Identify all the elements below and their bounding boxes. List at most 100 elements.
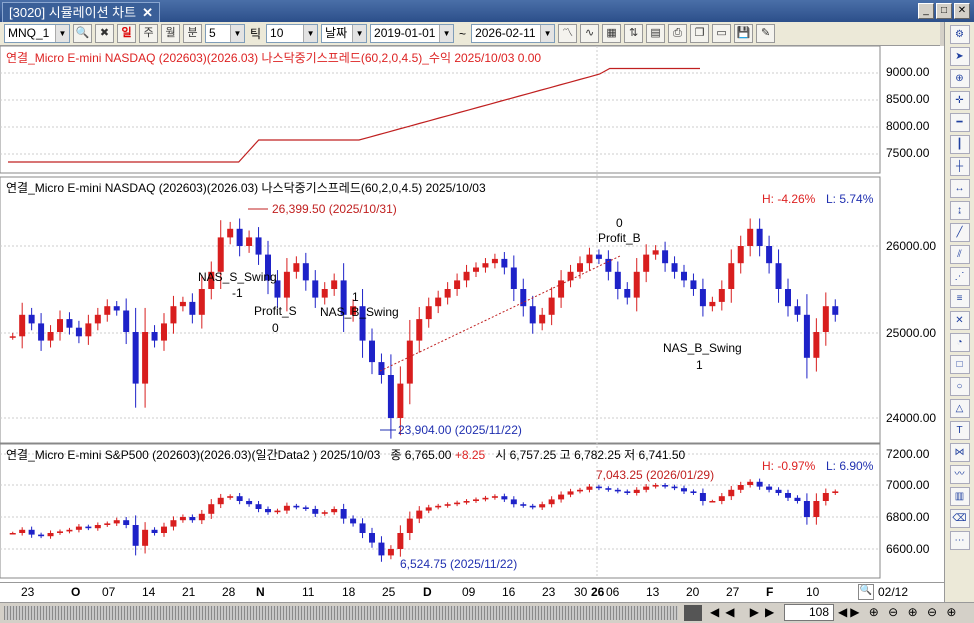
nq-candle <box>832 306 839 315</box>
close-icon[interactable]: ✕ <box>954 3 970 19</box>
nq-candle <box>822 306 829 332</box>
nq-candle <box>161 323 167 341</box>
x-axis-label: 10 <box>806 585 820 599</box>
tick-select[interactable]: 10 ▼ <box>266 24 319 43</box>
date-mode-select[interactable]: 날짜 ▼ <box>321 24 368 43</box>
sp-candle <box>718 496 725 501</box>
sp-candle <box>614 489 621 492</box>
grid-icon[interactable]: ▦ <box>602 24 622 43</box>
panel1-tick: 9000.00 <box>886 65 930 79</box>
sp-candle <box>161 526 167 533</box>
vertical-line-icon[interactable]: ┃ <box>949 135 970 154</box>
cycle-icon[interactable]: ◔ <box>949 333 970 352</box>
horizontal-line-icon[interactable]: ━ <box>949 113 970 132</box>
minute-select[interactable]: 5 ▼ <box>205 24 245 43</box>
nq-candle <box>321 289 328 298</box>
panel3-frame <box>0 443 881 579</box>
scroll-thumb[interactable] <box>684 605 702 621</box>
zoom-icon[interactable]: ⊕ <box>949 69 970 88</box>
settings-icon[interactable]: ⚙ <box>949 25 970 44</box>
zoom-controls[interactable]: ◀▶ ⊕ ⊖ ⊕ ⊖ ⊕ <box>838 605 960 619</box>
nq-candle <box>274 280 281 298</box>
start-date-field[interactable]: 2019-01-01 ▼ <box>370 24 455 43</box>
sp-candle <box>633 489 640 493</box>
sp-candle <box>775 489 782 493</box>
sp-candle <box>709 501 716 503</box>
close-tab-icon[interactable]: ✕ <box>142 5 153 20</box>
x-axis-label: 30 <box>574 585 588 599</box>
period-minute-button[interactable]: 분 <box>183 24 202 43</box>
window-tab[interactable]: [3020] 시뮬레이션 차트 ✕ <box>2 2 160 22</box>
trendline-icon[interactable]: ╱ <box>949 223 970 242</box>
fan-icon[interactable]: ⋰ <box>949 267 970 286</box>
remove-icon[interactable]: ✖ <box>95 24 114 43</box>
nq-candle <box>558 280 565 298</box>
fibonacci-icon[interactable]: ≡ <box>949 289 970 308</box>
crosshair-icon[interactable]: ✛ <box>949 91 970 110</box>
sp-candle <box>369 533 375 543</box>
sp-candle <box>558 494 565 500</box>
maximize-icon[interactable]: □ <box>936 3 952 19</box>
more-tools-icon[interactable]: ⋯ <box>949 531 970 550</box>
copy-icon[interactable]: ❐ <box>690 24 710 43</box>
minimize-icon[interactable]: _ <box>918 3 934 19</box>
sp-candle <box>302 507 309 509</box>
panel2-low-pct: L: 5.74% <box>826 192 874 206</box>
delete-drawing-icon[interactable]: ⌫ <box>949 509 970 528</box>
sp-candle <box>75 526 82 530</box>
nq-candle <box>406 340 413 384</box>
nq-candle <box>293 263 300 272</box>
nav-buttons[interactable]: ◀◀ ▶▶ <box>710 605 781 619</box>
sp-candle <box>38 534 45 537</box>
period-month-button[interactable]: 월 <box>161 24 180 43</box>
search-icon[interactable]: 🔍 <box>73 24 92 43</box>
channel-icon[interactable]: ⫽ <box>949 245 970 264</box>
arrow-line-icon[interactable]: ↔ <box>949 179 970 198</box>
nq-candle <box>785 289 791 307</box>
triangle-icon[interactable]: △ <box>949 399 970 418</box>
period-day-button[interactable]: 일 <box>117 24 136 43</box>
mini-history-bar[interactable] <box>4 606 678 620</box>
chart-area[interactable]: 9000.00 8500.00 8000.00 7500.00 26000.00 2500… <box>0 45 944 582</box>
x-axis-label: 13 <box>646 585 660 599</box>
nas-b2-count: 1 <box>696 358 703 372</box>
cross-line-icon[interactable]: ┼ <box>949 157 970 176</box>
print-icon[interactable]: ⎙ <box>668 24 688 43</box>
wave-icon[interactable]: 〰 <box>949 465 970 484</box>
nq-candle <box>813 332 820 358</box>
gann-icon[interactable]: ✕ <box>949 311 970 330</box>
nas-b2-label: NAS_B_Swing <box>663 341 742 355</box>
profit-s-count: 0 <box>272 321 279 335</box>
sp-candle <box>104 523 111 525</box>
window-icon[interactable]: ▭ <box>712 24 732 43</box>
symbol-select[interactable]: MNQ_1 ▼ <box>4 24 70 43</box>
sp-candle <box>785 493 791 498</box>
end-date-field[interactable]: 2026-02-11 ▼ <box>471 24 556 43</box>
grid-lines-icon[interactable]: ▥ <box>949 487 970 506</box>
document-icon[interactable]: ▤ <box>646 24 666 43</box>
nq-candle <box>605 258 612 272</box>
bar-count-field[interactable]: 108 <box>784 604 834 621</box>
nq-candle <box>718 289 725 302</box>
save-icon[interactable]: 💾 <box>734 24 754 43</box>
edit-icon[interactable]: ✎ <box>756 24 776 43</box>
pointer-icon[interactable]: ➤ <box>949 47 970 66</box>
text-icon[interactable]: T <box>949 421 970 440</box>
x-axis-label: 25 <box>382 585 396 599</box>
indicator-icon[interactable]: 〽 <box>558 24 578 43</box>
line-chart-icon[interactable]: ∿ <box>580 24 600 43</box>
pattern-icon[interactable]: ⋈ <box>949 443 970 462</box>
measure-icon[interactable]: ↨ <box>949 201 970 220</box>
nq-candle <box>444 289 451 298</box>
panel1-title: 연결_Micro E-mini NASDAQ (202603)(2026.03)… <box>6 51 542 65</box>
sp-candle <box>28 529 35 535</box>
zoom-search-icon[interactable]: 🔍 <box>858 584 874 600</box>
rectangle-icon[interactable]: □ <box>949 355 970 374</box>
nq-candle <box>246 237 253 246</box>
nq-candle <box>302 263 309 281</box>
ellipse-icon[interactable]: ○ <box>949 377 970 396</box>
period-week-button[interactable]: 주 <box>139 24 158 43</box>
current-date-label: 02/12 <box>877 585 908 599</box>
sort-icon[interactable]: ⇅ <box>624 24 644 43</box>
x-axis-label: 20 <box>686 585 700 599</box>
